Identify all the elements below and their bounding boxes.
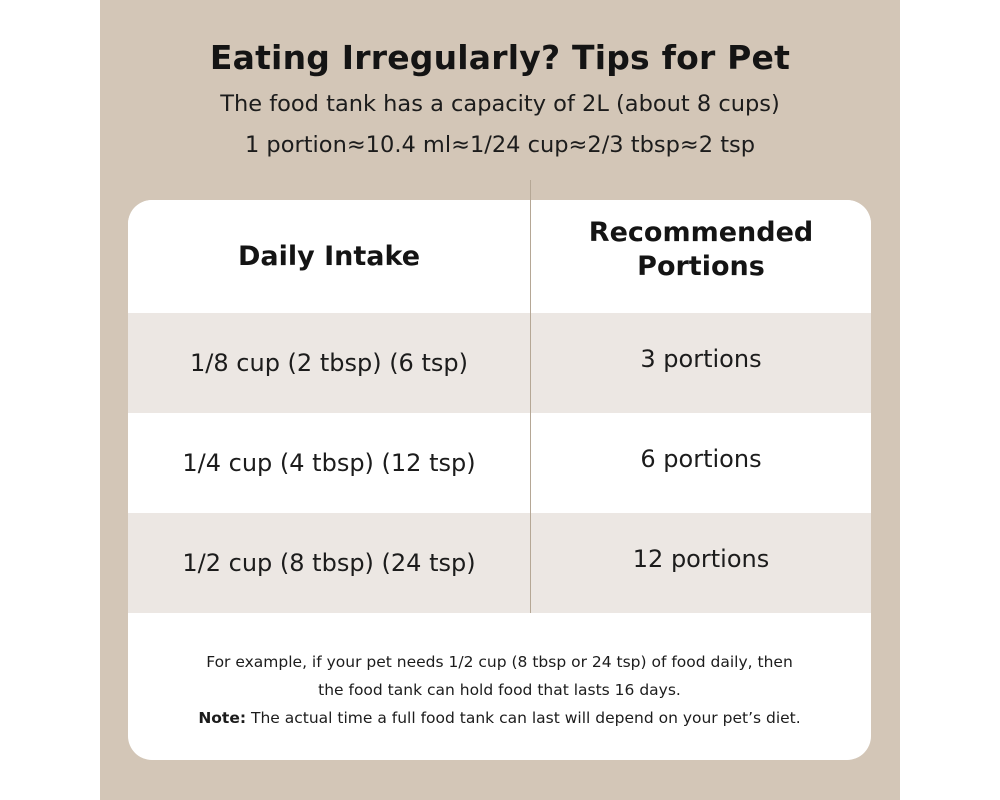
- info-panel: Eating Irregularly? Tips for Pet The foo…: [100, 0, 900, 800]
- portions-cell: 3 portions: [531, 313, 871, 413]
- daily-intake-value: 1/4 cup (4 tbsp) (12 tsp): [182, 449, 476, 477]
- table-row: 1/4 cup (4 tbsp) (12 tsp) 6 portions: [128, 413, 871, 513]
- example-text-line-1: For example, if your pet needs 1/2 cup (…: [206, 653, 793, 671]
- note-text: The actual time a full food tank can las…: [246, 709, 801, 727]
- daily-intake-cell: 1/2 cup (8 tbsp) (24 tsp): [128, 513, 530, 613]
- header-recommended-portions-label: Recommended Portions: [588, 216, 814, 282]
- column-divider: [530, 200, 531, 613]
- table-row: 1/8 cup (2 tbsp) (6 tsp) 3 portions: [128, 313, 871, 413]
- portions-cell: 12 portions: [531, 513, 871, 613]
- header-recommended-portions: Recommended Portions: [531, 200, 871, 313]
- capacity-text: The food tank has a capacity of 2L (abou…: [220, 91, 780, 117]
- portion-table-card: Daily Intake Recommended Portions 1/8 cu…: [128, 200, 871, 760]
- page-title: Eating Irregularly? Tips for Pet: [209, 38, 791, 77]
- header-daily-intake-label: Daily Intake: [237, 240, 421, 272]
- header-daily-intake: Daily Intake: [128, 200, 530, 313]
- note-label: Note:: [198, 709, 247, 727]
- column-divider-top: [530, 180, 531, 202]
- table-row: 1/2 cup (8 tbsp) (24 tsp) 12 portions: [128, 513, 871, 613]
- example-text-line-2: the food tank can hold food that lasts 1…: [318, 681, 681, 699]
- portions-value: 3 portions: [640, 345, 762, 373]
- daily-intake-cell: 1/8 cup (2 tbsp) (6 tsp): [128, 313, 530, 413]
- daily-intake-value: 1/2 cup (8 tbsp) (24 tsp): [182, 549, 476, 577]
- portions-cell: 6 portions: [531, 413, 871, 513]
- portion-conversion-text: 1 portion≈10.4 ml≈1/24 cup≈2/3 tbsp≈2 ts…: [244, 132, 756, 158]
- daily-intake-cell: 1/4 cup (4 tbsp) (12 tsp): [128, 413, 530, 513]
- note-line: Note: The actual time a full food tank c…: [128, 704, 871, 732]
- table-header-row: Daily Intake Recommended Portions: [128, 200, 871, 313]
- daily-intake-value: 1/8 cup (2 tbsp) (6 tsp): [190, 349, 468, 377]
- portions-value: 6 portions: [640, 445, 762, 473]
- example-note: For example, if your pet needs 1/2 cup (…: [128, 648, 871, 732]
- portions-value: 12 portions: [632, 545, 770, 573]
